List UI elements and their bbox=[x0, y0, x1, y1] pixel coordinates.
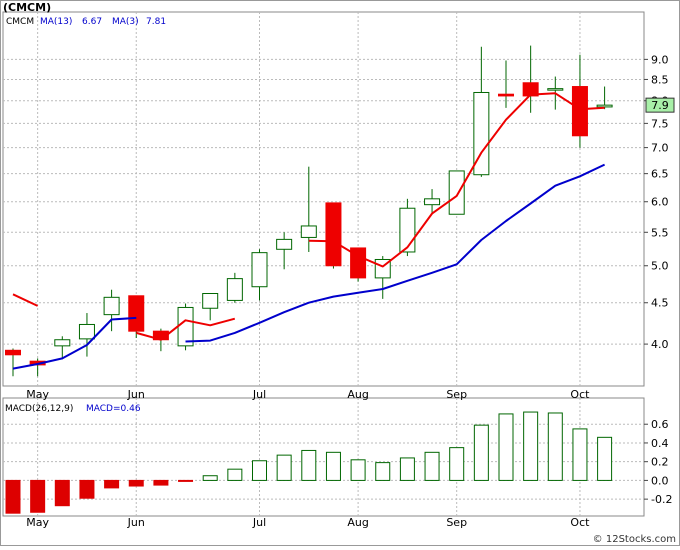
macd-bar bbox=[523, 411, 539, 481]
price-tick-label: 4.0 bbox=[651, 338, 669, 351]
price-month-label: Oct bbox=[570, 388, 590, 401]
last-price-tag bbox=[645, 97, 675, 113]
candle-body bbox=[5, 349, 21, 356]
candle-body bbox=[399, 207, 416, 253]
price-month-label: Sep bbox=[446, 388, 467, 401]
candle-body bbox=[325, 202, 342, 267]
macd-bar bbox=[252, 460, 267, 481]
price-tick-label: 7.0 bbox=[651, 142, 669, 155]
candle-body bbox=[177, 306, 194, 347]
candle-body bbox=[571, 86, 588, 137]
macd-tick-label: 0.6 bbox=[651, 418, 669, 431]
candle-body bbox=[498, 93, 514, 97]
last-price-label: 7.9 bbox=[651, 99, 669, 112]
price-month-label: Jul bbox=[252, 388, 266, 401]
candle-body bbox=[276, 238, 293, 250]
macd-bar bbox=[498, 413, 514, 481]
macd-bar bbox=[399, 457, 415, 481]
legend-ma13-label: MA(13) bbox=[40, 17, 72, 27]
macd-month-label: Jul bbox=[252, 516, 266, 529]
macd-legend-label: MACD(26,12,9) bbox=[5, 404, 73, 414]
macd-tick-label: 0.0 bbox=[651, 474, 669, 487]
candle-body bbox=[78, 323, 95, 340]
macd-bar bbox=[128, 479, 144, 487]
macd-bar bbox=[301, 449, 317, 481]
ma3-line bbox=[12, 92, 605, 341]
macd-bar bbox=[572, 428, 588, 481]
macd-tick-label: 0.2 bbox=[651, 456, 669, 469]
macd-bar bbox=[350, 459, 366, 481]
candle-body bbox=[547, 88, 564, 91]
candle-body bbox=[202, 293, 219, 309]
macd-month-label: May bbox=[26, 516, 49, 529]
price-tick-label: 5.0 bbox=[651, 260, 669, 273]
price-tick-label: 7.5 bbox=[651, 117, 669, 130]
price-tick-label: 4.5 bbox=[651, 297, 669, 310]
macd-bar bbox=[227, 468, 243, 481]
watermark: © 12Stocks.com bbox=[593, 534, 676, 545]
macd-bar bbox=[424, 451, 440, 481]
price-tick-label: 5.5 bbox=[651, 226, 669, 239]
candle-body bbox=[424, 198, 441, 206]
candle-body bbox=[448, 170, 465, 215]
candle-body bbox=[300, 225, 317, 238]
macd-bar bbox=[375, 462, 391, 481]
macd-tick-label: 0.4 bbox=[651, 437, 669, 450]
legend-ticker: CMCM bbox=[6, 17, 34, 27]
macd-month-label: Jun bbox=[127, 516, 145, 529]
macd-tick-label: -0.2 bbox=[651, 493, 672, 506]
macd-month-label: Oct bbox=[570, 516, 590, 529]
macd-bar bbox=[104, 479, 120, 489]
macd-bar bbox=[473, 424, 489, 481]
price-tick-label: 8.5 bbox=[651, 73, 669, 86]
candle-body bbox=[128, 295, 145, 332]
legend-ma3-label: MA(3) bbox=[112, 17, 139, 27]
macd-bar bbox=[5, 479, 21, 514]
macd-bar bbox=[178, 479, 194, 482]
macd-bar bbox=[79, 479, 95, 499]
macd-bar bbox=[449, 447, 465, 481]
price-tick-label: 6.5 bbox=[651, 168, 669, 181]
ma13-line bbox=[12, 163, 606, 370]
macd-month-label: Aug bbox=[347, 516, 368, 529]
candle-body bbox=[251, 252, 268, 288]
macd-bar bbox=[325, 451, 341, 481]
macd-month-label: Sep bbox=[446, 516, 467, 529]
price-month-label: Jun bbox=[127, 388, 145, 401]
macd-bar bbox=[202, 475, 218, 481]
candle-body bbox=[103, 296, 120, 316]
candle-body bbox=[473, 91, 490, 176]
macd-legend-value: MACD=0.46 bbox=[86, 404, 141, 414]
macd-bar bbox=[30, 479, 46, 513]
macd-bar bbox=[276, 454, 292, 481]
candle-body bbox=[596, 104, 613, 108]
ticker-title: (CMCM) bbox=[3, 1, 51, 14]
candle-body bbox=[226, 278, 243, 301]
macd-bar bbox=[153, 479, 169, 486]
macd-bar bbox=[597, 436, 613, 481]
macd-bar bbox=[547, 412, 563, 481]
price-tick-label: 9.0 bbox=[651, 53, 669, 66]
price-tick-label: 6.0 bbox=[651, 196, 669, 209]
macd-bar bbox=[54, 479, 70, 507]
legend-ma13-value: 6.67 bbox=[82, 17, 102, 27]
legend-ma3-value: 7.81 bbox=[146, 17, 166, 27]
price-month-label: Aug bbox=[347, 388, 368, 401]
price-panel bbox=[2, 11, 645, 387]
candle-body bbox=[54, 339, 71, 347]
price-month-label: May bbox=[26, 388, 49, 401]
candle-body bbox=[350, 247, 367, 279]
